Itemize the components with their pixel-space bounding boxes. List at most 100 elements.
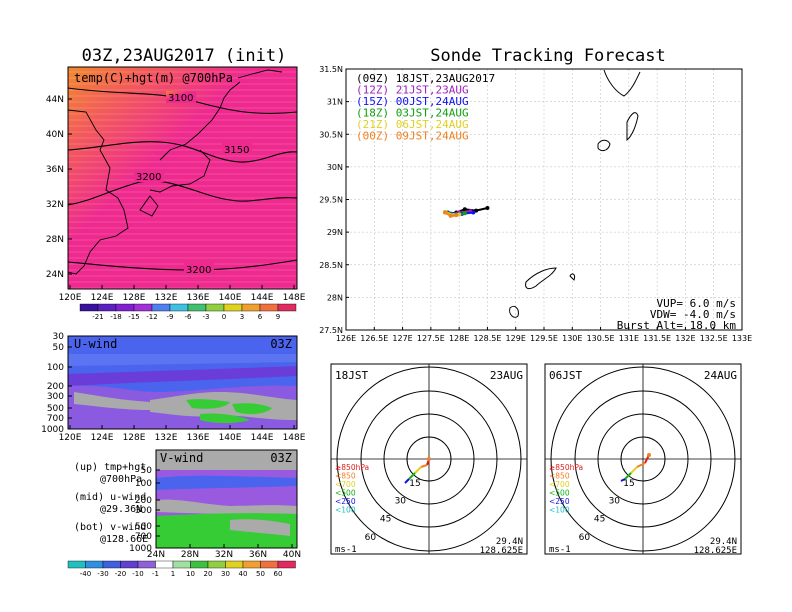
x-tick-label: 131.5E <box>643 334 671 343</box>
y-tick-label: 28N <box>46 235 64 245</box>
x-tick-label: 140E <box>219 433 242 443</box>
colorbar-tick: 9 <box>276 313 280 321</box>
track-point <box>474 208 479 213</box>
colorbar-tick: -30 <box>97 570 108 578</box>
y-tick-label: 50 <box>141 466 153 476</box>
x-tick-label: 128E <box>123 293 146 303</box>
x-tick-label: 126.5E <box>360 334 388 343</box>
map-legend: (09Z) 18JST,23AUG2017(12Z) 21JST,23AUG(1… <box>356 72 495 143</box>
x-tick-label: 148E <box>283 293 306 303</box>
param-vdw: VDW= -4.0 m/s <box>650 308 736 321</box>
coastlines <box>67 69 283 275</box>
colorbar-swatch <box>151 303 171 312</box>
unit-label: ms-1 <box>549 545 571 555</box>
colorbar-tick: -12 <box>146 313 157 321</box>
colorbar-swatch <box>241 303 261 312</box>
colorbar-swatch <box>190 560 209 569</box>
date-label: 23AUG <box>490 369 523 382</box>
y-tick-label: 500 <box>47 404 64 414</box>
ring-label: 15 <box>409 479 420 489</box>
colorbar-swatch <box>277 560 296 569</box>
x-tick-label: 128.5E <box>473 334 501 343</box>
legend-entry: (21Z) 06JST,24AUG <box>356 118 469 131</box>
colorbar-tick: 1 <box>171 570 175 578</box>
hodograph-segment <box>408 472 416 480</box>
v-wind-band <box>156 475 297 490</box>
y-tick-label: 500 <box>135 522 152 532</box>
v-wind-time: 03Z <box>270 451 292 465</box>
y-tick-label: 300 <box>135 506 152 516</box>
x-tick-label: 136E <box>187 433 210 443</box>
y-tick-label: 31N <box>327 98 343 107</box>
location-lat: 29.4N <box>710 537 737 547</box>
colorbar-swatch <box>169 303 189 312</box>
hodograph-segment <box>620 478 626 482</box>
x-tick-label: 120E <box>59 433 82 443</box>
wind-colorbar-ticks: -40 -30 -20 -10 -1 1 10 20 30 40 50 60 <box>80 570 283 578</box>
ring-label: 45 <box>594 514 605 524</box>
temperature-label: temp(C)+hgt(m) @700hPa <box>74 71 233 85</box>
hodograph-point <box>427 457 431 461</box>
legend-entry: (09Z) 18JST,23AUG2017 <box>356 72 495 85</box>
island <box>525 267 557 290</box>
temperature-x-ticks: 120E 124E 128E 132E 136E 140E 144E 148E <box>59 285 306 303</box>
ring-label: 45 <box>380 514 391 524</box>
pressure-legend-entry: <250 <box>335 497 356 506</box>
x-tick-label: 129.5E <box>530 334 558 343</box>
x-tick-label: 133E <box>732 334 752 343</box>
hodograph-labels: 06JST 24AUG <box>549 369 737 382</box>
pressure-legend-entry: ≥850hPa <box>335 463 369 472</box>
island <box>626 112 639 142</box>
hodograph-segment <box>624 472 632 480</box>
map-x-ticks: 126E 126.5E 127E 127.5E 128E 128.5E 129E 129.5E… <box>336 327 752 343</box>
y-tick-label: 200 <box>47 382 64 392</box>
colorbar-swatch <box>172 560 191 569</box>
y-tick-label: 32N <box>46 200 64 210</box>
colorbar-tick: 3 <box>240 313 244 321</box>
u-wind-frame <box>67 335 298 430</box>
launch-params: VUP= 6.0 m/s VDW= -4.0 m/s Burst Alt= 18… <box>617 297 737 332</box>
pressure-legend-entry: <100 <box>335 506 356 515</box>
sonde-tracks <box>443 205 490 218</box>
u-wind-time: 03Z <box>270 337 292 351</box>
legend-entry: (00Z) 09JST,24AUG <box>356 130 469 143</box>
v-wind-x-ticks: 24N 28N 32N 36N 40N <box>147 544 301 560</box>
y-tick-label: 44N <box>46 95 64 105</box>
colorbar-swatch <box>207 560 226 569</box>
x-tick-label: 124E <box>91 293 114 303</box>
x-tick-label: 132E <box>155 293 178 303</box>
y-tick-label: 31.5N <box>319 65 343 74</box>
x-tick-label: 132E <box>675 334 695 343</box>
y-tick-label: 700 <box>47 414 64 424</box>
u-wind-gray <box>74 392 150 410</box>
x-tick-label: 136E <box>187 293 210 303</box>
x-tick-label: 128E <box>449 334 469 343</box>
x-tick-label: 24N <box>147 550 165 560</box>
colorbar-tick: 60 <box>274 570 283 578</box>
contour-label: 3200 <box>186 265 211 276</box>
x-tick-label: 140E <box>219 293 242 303</box>
y-tick-label: 29.5N <box>319 196 343 205</box>
v-wind-gray <box>156 499 297 515</box>
colorbar-tick: 0 <box>222 313 226 321</box>
y-tick-label: 1000 <box>41 425 64 435</box>
track-point <box>462 207 467 212</box>
temperature-frame <box>67 66 298 290</box>
u-wind-green <box>200 413 250 423</box>
colorbar-swatch <box>223 303 243 312</box>
v-wind-gray <box>156 450 297 470</box>
x-tick-label: 128E <box>123 433 146 443</box>
colorbar-tick: 6 <box>258 313 263 321</box>
x-tick-label: 144E <box>251 433 274 443</box>
ring-label: 30 <box>609 497 621 507</box>
colorbar-tick: -1 <box>152 570 159 578</box>
x-tick-label: 124E <box>91 433 114 443</box>
panel-notes: (up) tmp+hgt @700hPa (mid) u-wind @29.36… <box>74 462 148 545</box>
x-tick-label: 120E <box>59 293 82 303</box>
colorbar-swatch <box>259 303 279 312</box>
